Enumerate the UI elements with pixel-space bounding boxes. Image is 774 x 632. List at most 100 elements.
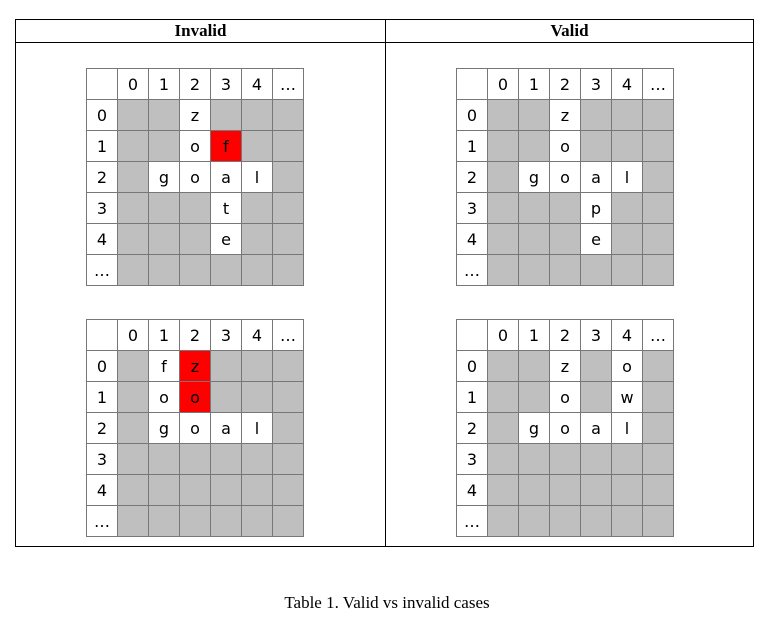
grid-index-label: 4 bbox=[241, 319, 273, 351]
grid-cell-blocked bbox=[179, 474, 211, 506]
grid-cell-blocked bbox=[487, 99, 519, 131]
grid-cell-blocked bbox=[272, 412, 304, 444]
grid-cell-blocked bbox=[518, 474, 550, 506]
grid-cell-letter: g bbox=[518, 161, 550, 193]
grid-index-label: 1 bbox=[518, 68, 550, 100]
grid-cell-letter: p bbox=[580, 192, 612, 224]
header-invalid: Invalid bbox=[174, 21, 227, 40]
grid-cell-blocked bbox=[148, 99, 180, 131]
grid-index-label: … bbox=[456, 505, 488, 537]
grid-index-label: 3 bbox=[210, 319, 242, 351]
grid-cell-blocked bbox=[241, 474, 273, 506]
grid-cell-letter: e bbox=[210, 223, 242, 255]
grid-cell-blocked bbox=[117, 443, 149, 475]
grid-cell-blocked bbox=[580, 254, 612, 286]
grid-cell-blocked bbox=[148, 474, 180, 506]
grid-index-label: 4 bbox=[611, 68, 643, 100]
grid-index-label: 1 bbox=[86, 130, 118, 162]
grid-cell-blocked bbox=[549, 192, 581, 224]
grid-cell-letter: l bbox=[241, 161, 273, 193]
grid-cell-blocked bbox=[487, 474, 519, 506]
grid-cell-blocked bbox=[549, 443, 581, 475]
grid-cell-blocked bbox=[272, 254, 304, 286]
grid-cell-blocked bbox=[272, 192, 304, 224]
grid-cell-blocked bbox=[642, 192, 674, 224]
grid-cell-blocked bbox=[518, 350, 550, 382]
grid-index-label: … bbox=[86, 505, 118, 537]
grid-index-label: 4 bbox=[611, 319, 643, 351]
grid-cell-blocked bbox=[487, 130, 519, 162]
grid-cell-blocked bbox=[518, 192, 550, 224]
grid-row: 0 1 2 3 4… bbox=[86, 68, 304, 100]
grid-cell-letter: o bbox=[549, 412, 581, 444]
grid-cell-blocked bbox=[487, 254, 519, 286]
grid-cell-blocked bbox=[518, 381, 550, 413]
grid-cell-letter: z bbox=[549, 99, 581, 131]
grid-cell-blocked bbox=[518, 443, 550, 475]
grid-valid-2: 0 1 2 3 4… 0 z o 1 o w 2 g o a l 3 4… bbox=[456, 319, 674, 537]
grid-cell-blocked bbox=[642, 130, 674, 162]
grid-cell-letter: w bbox=[611, 381, 643, 413]
grid-cell-conflict: z bbox=[179, 350, 211, 382]
grid-cell-blocked bbox=[117, 350, 149, 382]
grid-cell-blocked bbox=[241, 223, 273, 255]
grid-cell-blocked bbox=[179, 443, 211, 475]
grid-cell-blocked bbox=[549, 254, 581, 286]
grid-cell-letter: o bbox=[549, 381, 581, 413]
grid-cell-letter: o bbox=[179, 130, 211, 162]
grid-cell-blocked bbox=[580, 381, 612, 413]
grid-index-label: 3 bbox=[456, 443, 488, 475]
grid-index-label: 4 bbox=[241, 68, 273, 100]
grid-cell-blocked bbox=[487, 381, 519, 413]
grid-cell-letter: o bbox=[549, 130, 581, 162]
grid-index-label: 2 bbox=[179, 68, 211, 100]
grid-cell-blocked bbox=[642, 223, 674, 255]
grid-cell-blocked bbox=[241, 254, 273, 286]
grid-cell-blocked bbox=[241, 130, 273, 162]
grid-cell-conflict: f bbox=[210, 130, 242, 162]
grid-cell-blocked bbox=[148, 505, 180, 537]
grid-cell-blocked bbox=[210, 443, 242, 475]
grid-cell-blocked bbox=[117, 474, 149, 506]
grid-cell-blocked bbox=[611, 254, 643, 286]
grid-cell-letter: a bbox=[210, 161, 242, 193]
grid-index-label: 0 bbox=[487, 319, 519, 351]
grid-cell-blocked bbox=[549, 505, 581, 537]
grid-cell-blocked bbox=[272, 443, 304, 475]
grid-cell-blocked bbox=[117, 254, 149, 286]
grid-cell-blocked bbox=[487, 505, 519, 537]
grid-cell-blocked bbox=[518, 505, 550, 537]
grid-row: 0 1 2 3 4… bbox=[456, 68, 674, 100]
grid-cell-blocked bbox=[611, 99, 643, 131]
grid-cell-blocked bbox=[210, 505, 242, 537]
grid-cell-blocked bbox=[642, 505, 674, 537]
grid-index-label: 0 bbox=[117, 319, 149, 351]
header-valid: Valid bbox=[550, 21, 589, 40]
grid-invalid-2: 0 1 2 3 4… 0 f z 1 o o 2 g o a l 3 4… bbox=[86, 319, 304, 537]
grid-index-label: … bbox=[272, 319, 304, 351]
grid-cell-blocked bbox=[272, 474, 304, 506]
grid-cell-blocked bbox=[642, 350, 674, 382]
grid-cell-letter: l bbox=[241, 412, 273, 444]
grid-cell-letter: o bbox=[611, 350, 643, 382]
grid-cell-blocked bbox=[117, 161, 149, 193]
grid-cell-blocked bbox=[549, 223, 581, 255]
grid-cell-blocked bbox=[580, 130, 612, 162]
grid-cell-blocked bbox=[272, 223, 304, 255]
grid-cell-blocked bbox=[549, 474, 581, 506]
grid-cell-letter: g bbox=[148, 161, 180, 193]
grid-cell-blocked bbox=[642, 254, 674, 286]
grid-cell-blocked bbox=[272, 161, 304, 193]
grid-index-label: … bbox=[86, 254, 118, 286]
grid-cell-blocked bbox=[518, 223, 550, 255]
grid-row: … bbox=[456, 254, 674, 286]
grid-cell-letter: o bbox=[148, 381, 180, 413]
grid-cell-blocked bbox=[117, 412, 149, 444]
